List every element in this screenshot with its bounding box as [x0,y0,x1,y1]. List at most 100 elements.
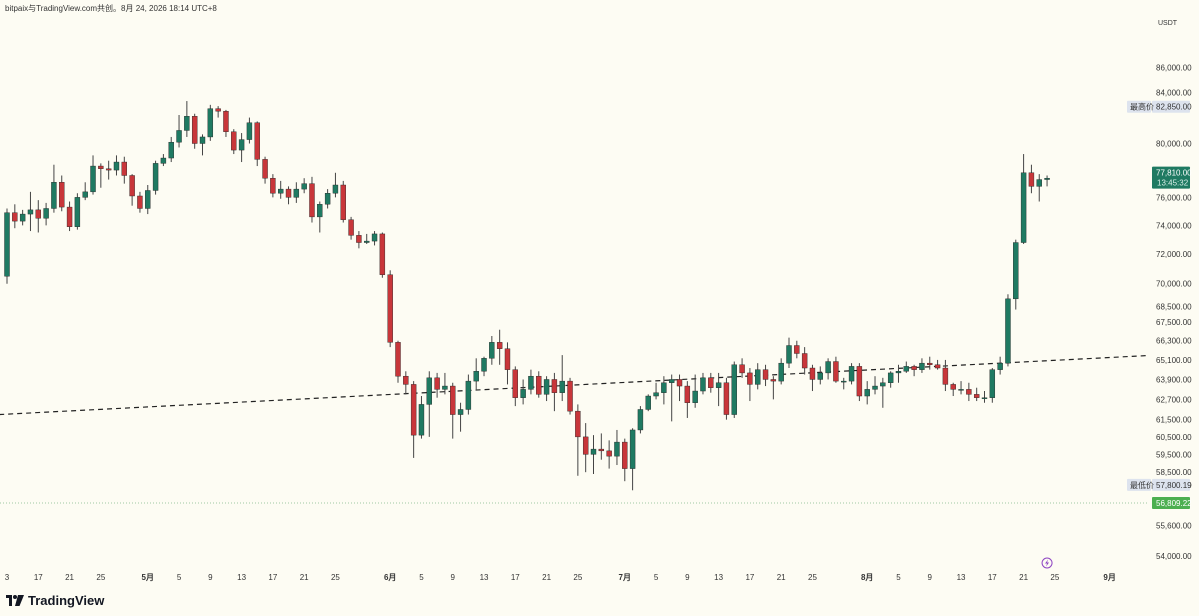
candle[interactable] [285,186,292,205]
candle[interactable] [317,201,323,233]
candle[interactable] [105,160,112,180]
candle[interactable] [129,174,135,206]
tradingview-logo[interactable]: TradingView [6,593,104,608]
candle[interactable] [927,356,933,370]
candle[interactable] [856,363,863,402]
candle[interactable] [450,382,456,439]
candle[interactable] [520,379,526,405]
candle[interactable] [817,366,823,385]
candle[interactable] [825,358,831,380]
candle[interactable] [739,358,745,378]
candle[interactable] [1028,164,1035,194]
candle[interactable] [864,381,870,405]
candle[interactable] [145,185,151,215]
candle[interactable] [137,191,143,213]
candle[interactable] [598,433,605,460]
candle[interactable] [59,175,65,212]
candle[interactable] [1013,239,1019,310]
candle[interactable] [770,376,777,400]
candle[interactable] [324,189,331,209]
candle[interactable] [238,133,245,163]
candle[interactable] [348,216,354,240]
candle[interactable] [887,371,894,388]
candle[interactable] [12,204,18,229]
candle[interactable] [309,176,315,223]
candle[interactable] [653,382,659,400]
candle[interactable] [809,364,816,392]
candle[interactable] [426,371,432,437]
candle[interactable] [841,377,847,390]
candle[interactable] [254,121,260,167]
candle[interactable] [801,347,808,375]
candle[interactable] [614,429,620,466]
candle[interactable] [90,155,96,195]
candle[interactable] [98,163,104,188]
candle[interactable] [418,396,425,439]
candle[interactable] [4,208,10,284]
candle[interactable] [543,376,550,402]
candle[interactable] [684,381,691,418]
candle[interactable] [606,440,612,469]
candle[interactable] [293,182,300,203]
candle[interactable] [637,406,644,434]
candle[interactable] [434,372,440,398]
candle[interactable] [356,231,362,249]
candle[interactable] [692,374,698,408]
candle[interactable] [958,381,964,395]
candle[interactable] [371,231,378,246]
candle[interactable] [442,372,448,395]
candle[interactable] [528,369,534,395]
candle[interactable] [848,363,855,385]
candle[interactable] [160,154,167,167]
candle[interactable] [919,358,925,373]
trendline[interactable] [0,354,1157,416]
candle[interactable] [981,391,988,403]
candle[interactable] [723,377,730,420]
candle[interactable] [113,155,120,176]
candle[interactable] [152,160,159,195]
candle[interactable] [536,371,542,398]
candle[interactable] [403,371,409,395]
candle[interactable] [895,364,902,383]
candle[interactable] [35,200,41,233]
candle[interactable] [567,377,573,415]
candle[interactable] [215,106,221,118]
candle[interactable] [762,364,769,387]
candle[interactable] [715,372,722,407]
candle[interactable] [121,156,128,184]
candle[interactable] [1044,175,1050,187]
candle[interactable] [82,182,88,201]
candle[interactable] [66,201,73,232]
candle[interactable] [575,404,581,476]
candle[interactable] [223,109,229,137]
candle[interactable] [747,368,753,402]
candle[interactable] [246,117,253,144]
candle[interactable] [51,164,57,213]
candle[interactable] [262,156,268,184]
candle[interactable] [27,191,34,232]
lightning-icon[interactable] [1041,557,1053,569]
candle[interactable] [191,113,198,149]
candle[interactable] [184,101,190,137]
candle[interactable] [700,372,706,395]
candle[interactable] [661,376,667,405]
candle[interactable] [934,359,941,370]
candle[interactable] [340,180,346,223]
candle[interactable] [364,233,370,244]
candle[interactable] [590,435,597,474]
candle[interactable] [669,374,675,422]
candle[interactable] [1020,154,1027,244]
candle[interactable] [833,356,839,383]
candle[interactable] [997,356,1003,375]
candle[interactable] [966,382,972,402]
candle[interactable] [74,193,81,230]
candle[interactable] [903,361,909,373]
candle[interactable] [465,374,472,415]
candle[interactable] [199,134,206,156]
time-axis[interactable]: 3 17 21 25 5月 5 9 13 17 21 25 6月 5 9 13 17 21 25 7月 5 9 13 17 2… [5,573,1116,582]
candle[interactable] [278,180,284,199]
candle[interactable] [755,363,761,390]
candle[interactable] [387,270,393,348]
candle[interactable] [778,358,784,385]
candle[interactable] [1036,174,1042,202]
